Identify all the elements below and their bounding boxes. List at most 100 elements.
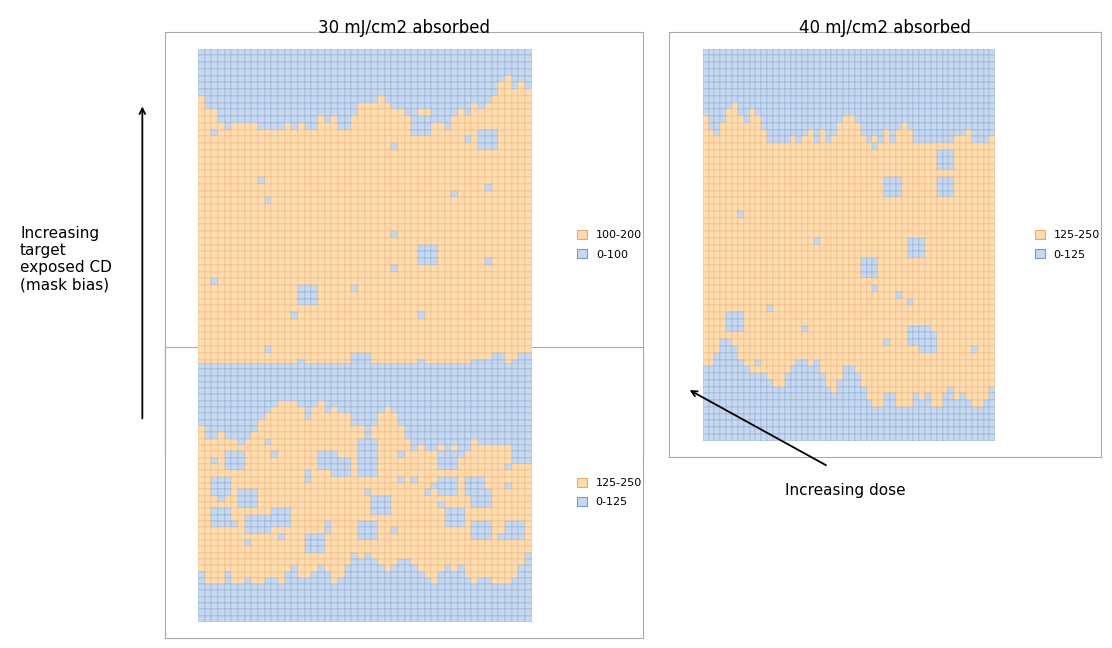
Bar: [245, 489, 251, 496]
Bar: [983, 421, 990, 427]
Bar: [291, 427, 298, 434]
Bar: [920, 177, 925, 184]
Bar: [708, 137, 715, 143]
Bar: [505, 245, 512, 251]
Bar: [814, 319, 820, 326]
Bar: [278, 616, 285, 622]
Bar: [762, 393, 767, 400]
Bar: [431, 477, 438, 483]
Bar: [525, 395, 532, 401]
Bar: [936, 285, 943, 292]
Bar: [925, 96, 931, 102]
Bar: [418, 157, 425, 163]
Bar: [907, 258, 913, 265]
Bar: [820, 218, 825, 224]
Bar: [977, 265, 983, 272]
Bar: [814, 340, 820, 346]
Bar: [418, 584, 425, 590]
Bar: [325, 224, 331, 231]
Bar: [251, 434, 258, 441]
Bar: [438, 231, 445, 238]
Bar: [245, 382, 251, 388]
Bar: [505, 553, 512, 559]
Bar: [325, 407, 331, 413]
Bar: [843, 49, 850, 55]
Bar: [498, 238, 505, 245]
Bar: [478, 540, 485, 546]
Bar: [418, 312, 425, 319]
Bar: [721, 177, 726, 184]
Bar: [518, 369, 525, 376]
Bar: [920, 340, 925, 346]
Bar: [478, 452, 485, 457]
Bar: [278, 251, 285, 258]
Bar: [749, 279, 755, 285]
Bar: [285, 102, 291, 110]
Bar: [378, 285, 385, 292]
Bar: [325, 245, 331, 251]
Bar: [431, 130, 438, 137]
Bar: [225, 597, 231, 603]
Bar: [715, 245, 721, 251]
Bar: [238, 578, 245, 584]
Bar: [205, 421, 211, 427]
Bar: [458, 527, 465, 533]
Bar: [318, 353, 325, 360]
Bar: [251, 150, 258, 157]
Bar: [311, 130, 318, 137]
Bar: [703, 69, 708, 76]
Bar: [855, 434, 861, 441]
Bar: [802, 184, 808, 191]
Bar: [231, 137, 238, 143]
Bar: [365, 533, 371, 540]
Bar: [791, 224, 796, 231]
Bar: [325, 69, 331, 76]
Bar: [218, 102, 225, 110]
Bar: [238, 489, 245, 496]
Bar: [512, 96, 518, 102]
Bar: [445, 231, 451, 238]
Bar: [458, 265, 465, 272]
Bar: [843, 102, 850, 110]
Bar: [471, 572, 478, 578]
Bar: [451, 502, 458, 508]
Bar: [861, 55, 866, 62]
Bar: [518, 76, 525, 82]
Bar: [966, 332, 972, 340]
Bar: [398, 373, 405, 380]
Bar: [907, 197, 913, 204]
Bar: [498, 272, 505, 279]
Bar: [258, 102, 265, 110]
Bar: [492, 137, 498, 143]
Bar: [791, 150, 796, 157]
Bar: [825, 305, 832, 312]
Bar: [258, 366, 265, 373]
Bar: [458, 96, 465, 102]
Bar: [365, 116, 371, 123]
Bar: [398, 143, 405, 150]
Bar: [825, 191, 832, 197]
Bar: [778, 427, 785, 434]
Bar: [478, 426, 485, 432]
Bar: [398, 346, 405, 353]
Bar: [245, 445, 251, 452]
Bar: [896, 413, 902, 421]
Bar: [465, 102, 471, 110]
Bar: [285, 265, 291, 272]
Bar: [198, 211, 205, 218]
Bar: [896, 218, 902, 224]
Bar: [285, 496, 291, 502]
Bar: [245, 376, 251, 382]
Bar: [478, 421, 485, 427]
Bar: [325, 533, 331, 540]
Bar: [732, 366, 738, 373]
Bar: [311, 326, 318, 332]
Bar: [721, 130, 726, 137]
Bar: [990, 258, 995, 265]
Bar: [902, 218, 907, 224]
Bar: [458, 597, 465, 603]
Bar: [954, 380, 960, 387]
Bar: [802, 346, 808, 353]
Bar: [703, 197, 708, 204]
Bar: [972, 211, 977, 218]
